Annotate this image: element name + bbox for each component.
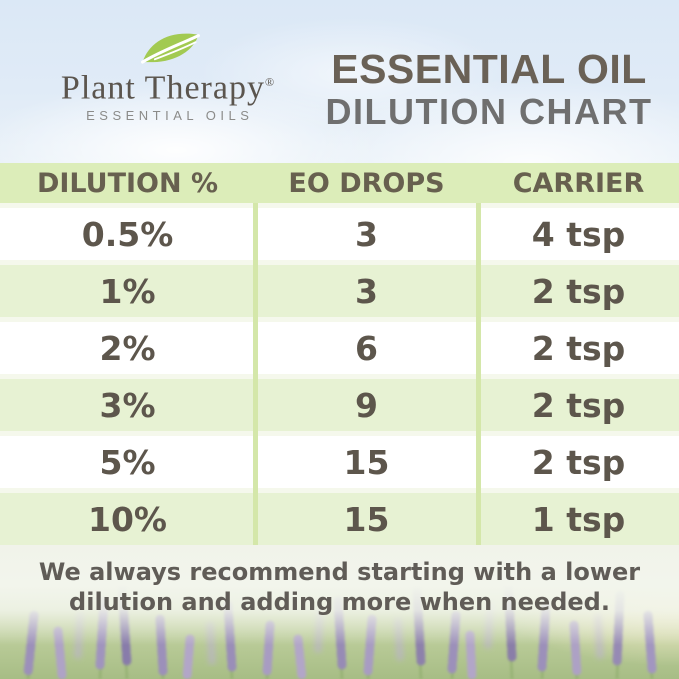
cell-carrier: 2 tsp [531,328,626,368]
brand-subtitle: ESSENTIAL OILS [86,108,254,124]
title-line-1: ESSENTIAL OIL [331,46,647,92]
note-line-1: We always recommend starting with a lowe… [38,558,641,586]
table-row: 1% 3 2 tsp [0,265,679,317]
sky-background [0,0,679,163]
column-divider [253,203,258,545]
cell-drops: 3 [355,214,378,254]
recommendation-note: We always recommend starting with a lowe… [0,557,679,617]
registered-mark: ® [264,75,275,89]
page-title: ESSENTIAL OIL DILUTION CHART [300,49,678,130]
table-row: 5% 15 2 tsp [0,436,679,488]
cell-drops: 6 [355,328,378,368]
note-background-band [0,545,679,645]
leaf-icon [140,33,200,64]
dilution-table: DILUTION % EO DROPS CARRIER 0.5% 3 4 tsp… [0,163,679,545]
table-row: 3% 9 2 tsp [0,379,679,431]
header-carrier: CARRIER [512,167,645,199]
cell-drops: 3 [355,271,378,311]
row-separator [0,431,679,436]
cell-dilution: 0.5% [81,214,174,254]
table-row: 2% 6 2 tsp [0,322,679,374]
table-row: 0.5% 3 4 tsp [0,208,679,260]
note-line-2: dilution and adding more when needed. [69,588,610,616]
cell-dilution: 5% [99,442,156,482]
cell-dilution: 10% [88,499,167,539]
row-separator [0,374,679,379]
cell-dilution: 2% [99,328,156,368]
cell-drops: 15 [343,499,390,539]
cell-drops: 15 [343,442,390,482]
row-separator [0,203,679,208]
row-separator [0,317,679,322]
title-line-2: DILUTION CHART [325,91,653,132]
row-separator [0,260,679,265]
row-separator [0,488,679,493]
header-dilution: DILUTION % [36,167,219,199]
cell-carrier: 2 tsp [531,442,626,482]
cell-dilution: 1% [99,271,156,311]
header-eo-drops: EO DROPS [288,167,445,199]
cell-carrier: 2 tsp [531,385,626,425]
cell-drops: 9 [355,385,378,425]
brand-name: Plant Therapy® [0,64,335,106]
cell-carrier: 1 tsp [531,499,626,539]
cell-carrier: 2 tsp [531,271,626,311]
table-header-row: DILUTION % EO DROPS CARRIER [0,163,679,203]
cell-dilution: 3% [99,385,156,425]
brand-text: Plant Therapy [60,69,265,107]
plant-therapy-logo: Plant Therapy® ESSENTIAL OILS [0,28,335,123]
cell-carrier: 4 tsp [531,214,626,254]
column-divider [476,203,481,545]
table-row: 10% 15 1 tsp [0,493,679,545]
